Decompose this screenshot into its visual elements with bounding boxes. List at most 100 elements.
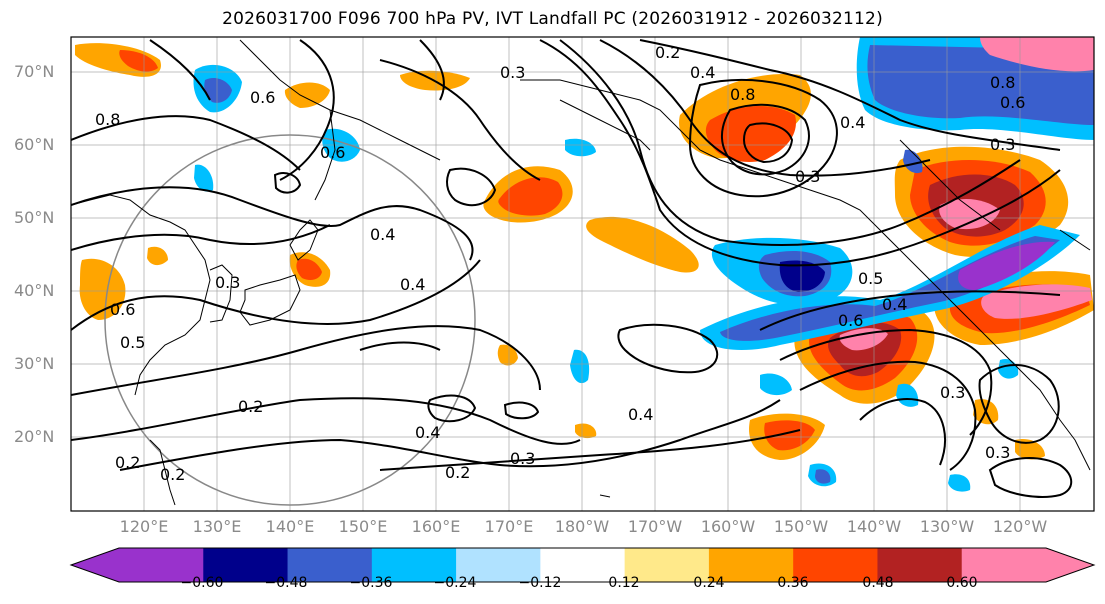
coastlines bbox=[71, 39, 1091, 506]
shade-negative-north-pink bbox=[980, 37, 1094, 72]
colorbar-tick-label: 0.60 bbox=[946, 575, 978, 591]
shade-negative-small1-inner bbox=[204, 78, 232, 103]
lon-label: 120°W bbox=[992, 517, 1048, 536]
shade-positive-east-core bbox=[981, 284, 1092, 319]
lon-label: 120°E bbox=[119, 517, 169, 536]
shade-positive-streak bbox=[586, 216, 699, 273]
contour-label: 0.8 bbox=[730, 85, 755, 104]
contour-label: 0.4 bbox=[628, 405, 653, 424]
lat-label-70n: 70°N bbox=[14, 62, 55, 81]
colorbar-tick-label: 0.12 bbox=[608, 575, 640, 591]
contour-label: 0.5 bbox=[858, 269, 883, 288]
colorbar-tick-label: 0.24 bbox=[693, 575, 725, 591]
colorbar-extend-max bbox=[1046, 548, 1094, 582]
pv-contours bbox=[71, 39, 1073, 498]
contour-label: 0.2 bbox=[160, 465, 185, 484]
contour-label: 0.4 bbox=[370, 225, 395, 244]
colorbar-tick-label: −0.12 bbox=[518, 575, 562, 591]
colorbar-segment bbox=[793, 548, 878, 582]
colorbar-segment bbox=[203, 548, 289, 582]
shade-positive-south-inner bbox=[764, 420, 815, 451]
contour-labels: 0.2 0.4 0.8 0.4 0.3 0.8 0.6 0.6 0.6 0.8 … bbox=[95, 43, 1025, 484]
shade-negative-small11 bbox=[903, 149, 923, 174]
colorbar-segment bbox=[708, 548, 794, 582]
colorbar-tick-label: 0.36 bbox=[777, 575, 809, 591]
contour-label: 0.3 bbox=[985, 443, 1010, 462]
lon-label: 170°E bbox=[484, 517, 534, 536]
contour-label: 0.4 bbox=[690, 63, 715, 82]
colorbar-tick-label: −0.60 bbox=[180, 575, 224, 591]
shade-positive-bering-inner bbox=[498, 177, 563, 216]
contour-label: 0.3 bbox=[500, 63, 525, 82]
contour-label: 0.6 bbox=[1000, 93, 1025, 112]
colorbar-tick-label: 0.48 bbox=[862, 575, 894, 591]
shade-positive-nw2 bbox=[284, 82, 330, 108]
shade-negative-small8 bbox=[570, 349, 590, 384]
contour-label: 0.3 bbox=[795, 167, 820, 186]
shade-positive-nw-inner bbox=[119, 50, 158, 72]
lon-label: 150°E bbox=[338, 517, 388, 536]
lon-label: 130°E bbox=[192, 517, 242, 536]
colorbar-segment bbox=[540, 548, 626, 582]
colorbar-segment bbox=[961, 548, 1047, 582]
lat-label-50n: 50°N bbox=[14, 208, 55, 227]
contour-label: 0.5 bbox=[120, 333, 145, 352]
shade-positive-small4 bbox=[575, 423, 597, 439]
colorbar-segment bbox=[287, 548, 373, 582]
colorbar-tick-label: −0.36 bbox=[349, 575, 393, 591]
shade-positive-coast-max bbox=[939, 198, 1000, 230]
colorbar-segment bbox=[624, 548, 710, 582]
lat-label-20n: 20°N bbox=[14, 427, 55, 446]
lat-label-30n: 30°N bbox=[14, 354, 55, 373]
lon-label: 140°E bbox=[265, 517, 315, 536]
shade-positive-small5 bbox=[147, 246, 168, 266]
contour-label: 0.4 bbox=[882, 295, 907, 314]
shade-negative-blob-core bbox=[779, 260, 825, 292]
contour-label: 0.3 bbox=[940, 383, 965, 402]
contour-label: 0.6 bbox=[838, 311, 863, 330]
map-title: 2026031700 F096 700 hPa PV, IVT Landfall… bbox=[222, 9, 883, 29]
contour-label: 0.3 bbox=[990, 135, 1015, 154]
shade-positive-small1 bbox=[497, 344, 518, 366]
shade-negative-small6-inner bbox=[815, 469, 831, 484]
shade-negative-small7 bbox=[896, 383, 919, 407]
lon-label: 160°W bbox=[700, 517, 756, 536]
colorbar-extend-min bbox=[71, 548, 119, 582]
contour-label: 0.3 bbox=[215, 273, 240, 292]
map-border bbox=[70, 36, 1095, 512]
contour-label: 0.8 bbox=[990, 73, 1015, 92]
shade-positive-japan-inner bbox=[296, 258, 322, 280]
contour-label: 0.2 bbox=[115, 453, 140, 472]
contour-label: 0.4 bbox=[840, 113, 865, 132]
contour-label: 0.3 bbox=[510, 449, 535, 468]
contour-label: 0.6 bbox=[320, 143, 345, 162]
colorbar-segment bbox=[371, 548, 457, 582]
contour-label: 0.4 bbox=[415, 423, 440, 442]
contour-label: 0.2 bbox=[655, 43, 680, 62]
colorbar-outline bbox=[69, 547, 1096, 583]
shade-positive-central-max bbox=[839, 328, 888, 351]
lon-label: 140°W bbox=[846, 517, 902, 536]
colorbar bbox=[69, 547, 1096, 583]
shade-positive-small3 bbox=[1015, 438, 1045, 460]
contour-label: 0.6 bbox=[250, 88, 275, 107]
colorbar-segment bbox=[456, 548, 541, 582]
colorbar-tick-label: −0.48 bbox=[264, 575, 308, 591]
contour-label: 0.2 bbox=[445, 463, 470, 482]
range-circle bbox=[104, 134, 476, 506]
lon-label: 170°W bbox=[627, 517, 683, 536]
colorbar-segment bbox=[119, 548, 204, 582]
shade-negative-small5 bbox=[760, 373, 792, 396]
lat-label-40n: 40°N bbox=[14, 281, 55, 300]
shade-negative-band-core bbox=[958, 241, 1055, 290]
contour-label: 0.8 bbox=[95, 110, 120, 129]
lon-label: 130°W bbox=[919, 517, 975, 536]
lat-label-60n: 60°N bbox=[14, 135, 55, 154]
shade-negative-small9 bbox=[948, 474, 971, 492]
contour-label: 0.6 bbox=[110, 300, 135, 319]
lon-label: 180°W bbox=[554, 517, 610, 536]
colorbar-tick-label: −0.24 bbox=[433, 575, 477, 591]
shade-negative-small4 bbox=[565, 138, 596, 157]
lon-label: 160°E bbox=[411, 517, 461, 536]
